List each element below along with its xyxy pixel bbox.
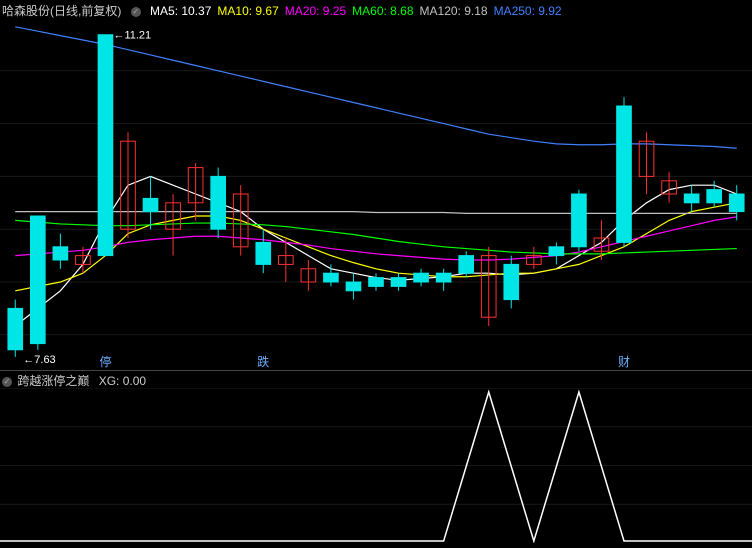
toggle-icon[interactable]: ✓	[131, 7, 141, 17]
panel-separator	[0, 370, 752, 371]
indicator-header: ✓ 跨越涨停之巅 XG: 0.00	[2, 372, 146, 389]
svg-text:财: 财	[618, 355, 630, 369]
svg-text:←11.21: ←11.21	[113, 30, 151, 42]
indicator-title: 跨越涨停之巅	[17, 374, 89, 388]
ma-label: MA120: 9.18	[420, 4, 488, 18]
indicator-value: XG: 0.00	[99, 374, 146, 388]
candlestick-chart[interactable]: ←11.21 ←7.63 停 跌 财	[0, 18, 752, 370]
stock-chart-container: 哈森股份(日线,前复权) ✓ MA5: 10.37 MA10: 9.67 MA20:…	[0, 0, 752, 543]
svg-text:跌: 跌	[257, 354, 269, 369]
stock-title: 哈森股份(日线,前复权)	[2, 4, 121, 18]
toggle-icon[interactable]: ✓	[2, 377, 12, 387]
svg-text:←7.63: ←7.63	[23, 354, 55, 366]
chart-header: 哈森股份(日线,前复权) ✓ MA5: 10.37 MA10: 9.67 MA20:…	[2, 2, 574, 19]
indicator-chart[interactable]	[0, 388, 752, 543]
ma-label: MA20: 9.25	[285, 4, 346, 18]
ma-label: MA250: 9.92	[494, 4, 562, 18]
svg-text:停: 停	[99, 354, 111, 369]
ma-label: MA5: 10.37	[150, 4, 211, 18]
ma-label: MA60: 8.68	[352, 4, 413, 18]
ma-label: MA10: 9.67	[217, 4, 278, 18]
